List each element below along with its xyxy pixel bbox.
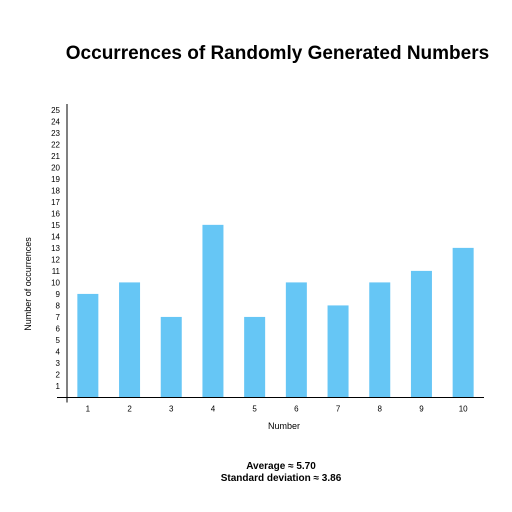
y-tick-label: 9 <box>56 290 61 299</box>
y-tick-label: 17 <box>51 198 60 207</box>
bars-group <box>77 224 474 398</box>
x-tick-label: 5 <box>252 405 257 414</box>
y-tick-label: 19 <box>51 175 60 184</box>
x-tick-label: 9 <box>419 405 424 414</box>
y-tick-label: 5 <box>56 336 61 345</box>
y-tick-label: 20 <box>51 163 60 172</box>
y-tick-label: 12 <box>51 255 60 264</box>
y-tick-label: 8 <box>56 301 61 310</box>
y-tick-label: 11 <box>52 267 61 276</box>
y-tick-label: 16 <box>51 209 60 218</box>
y-tick-label: 25 <box>51 106 60 115</box>
bar <box>77 293 99 398</box>
y-tick-label: 1 <box>56 382 61 391</box>
bar <box>285 282 307 398</box>
average-text: Average ≈ 5.70 <box>246 461 316 472</box>
y-tick-label: 6 <box>56 324 61 333</box>
x-tick-label: 6 <box>294 405 299 414</box>
bar <box>160 316 182 398</box>
bar <box>327 305 349 398</box>
y-tick-label: 14 <box>51 232 60 241</box>
y-tick-label: 24 <box>51 117 60 126</box>
bar <box>244 316 266 398</box>
x-axis-label: Number <box>268 421 300 431</box>
y-axis-label: Number of occurrences <box>23 237 33 331</box>
y-tick-label: 21 <box>51 152 60 161</box>
y-tick-label: 23 <box>51 129 60 138</box>
y-tick-label: 10 <box>51 278 60 287</box>
bar <box>410 270 432 398</box>
x-tick-label: 2 <box>127 405 132 414</box>
x-tick-label: 3 <box>169 405 174 414</box>
y-tick-label: 2 <box>56 370 61 379</box>
chart-title: Occurrences of Randomly Generated Number… <box>65 43 490 64</box>
x-tick-label: 8 <box>378 405 383 414</box>
x-tick-label: 4 <box>211 405 216 414</box>
y-tick-label: 13 <box>51 244 60 253</box>
y-tick-label: 7 <box>56 313 61 322</box>
bar <box>452 247 474 398</box>
y-tick-label: 15 <box>51 221 60 230</box>
y-tick-label: 3 <box>56 359 61 368</box>
x-tick-label: 10 <box>459 405 468 414</box>
bar <box>369 282 391 398</box>
y-tick-label: 4 <box>56 347 61 356</box>
x-tick-label: 1 <box>86 405 91 414</box>
x-axis-ticks: 1 2 3 4 5 6 7 8 9 10 <box>86 405 469 414</box>
x-tick-label: 7 <box>336 405 341 414</box>
bar <box>119 282 141 398</box>
y-axis-ticks: 1234567891011121314151617181920212223242… <box>51 106 60 391</box>
y-tick-label: 18 <box>51 186 60 195</box>
y-tick-label: 22 <box>51 140 60 149</box>
bar <box>202 224 224 398</box>
std-dev-text: Standard deviation ≈ 3.86 <box>220 473 342 484</box>
